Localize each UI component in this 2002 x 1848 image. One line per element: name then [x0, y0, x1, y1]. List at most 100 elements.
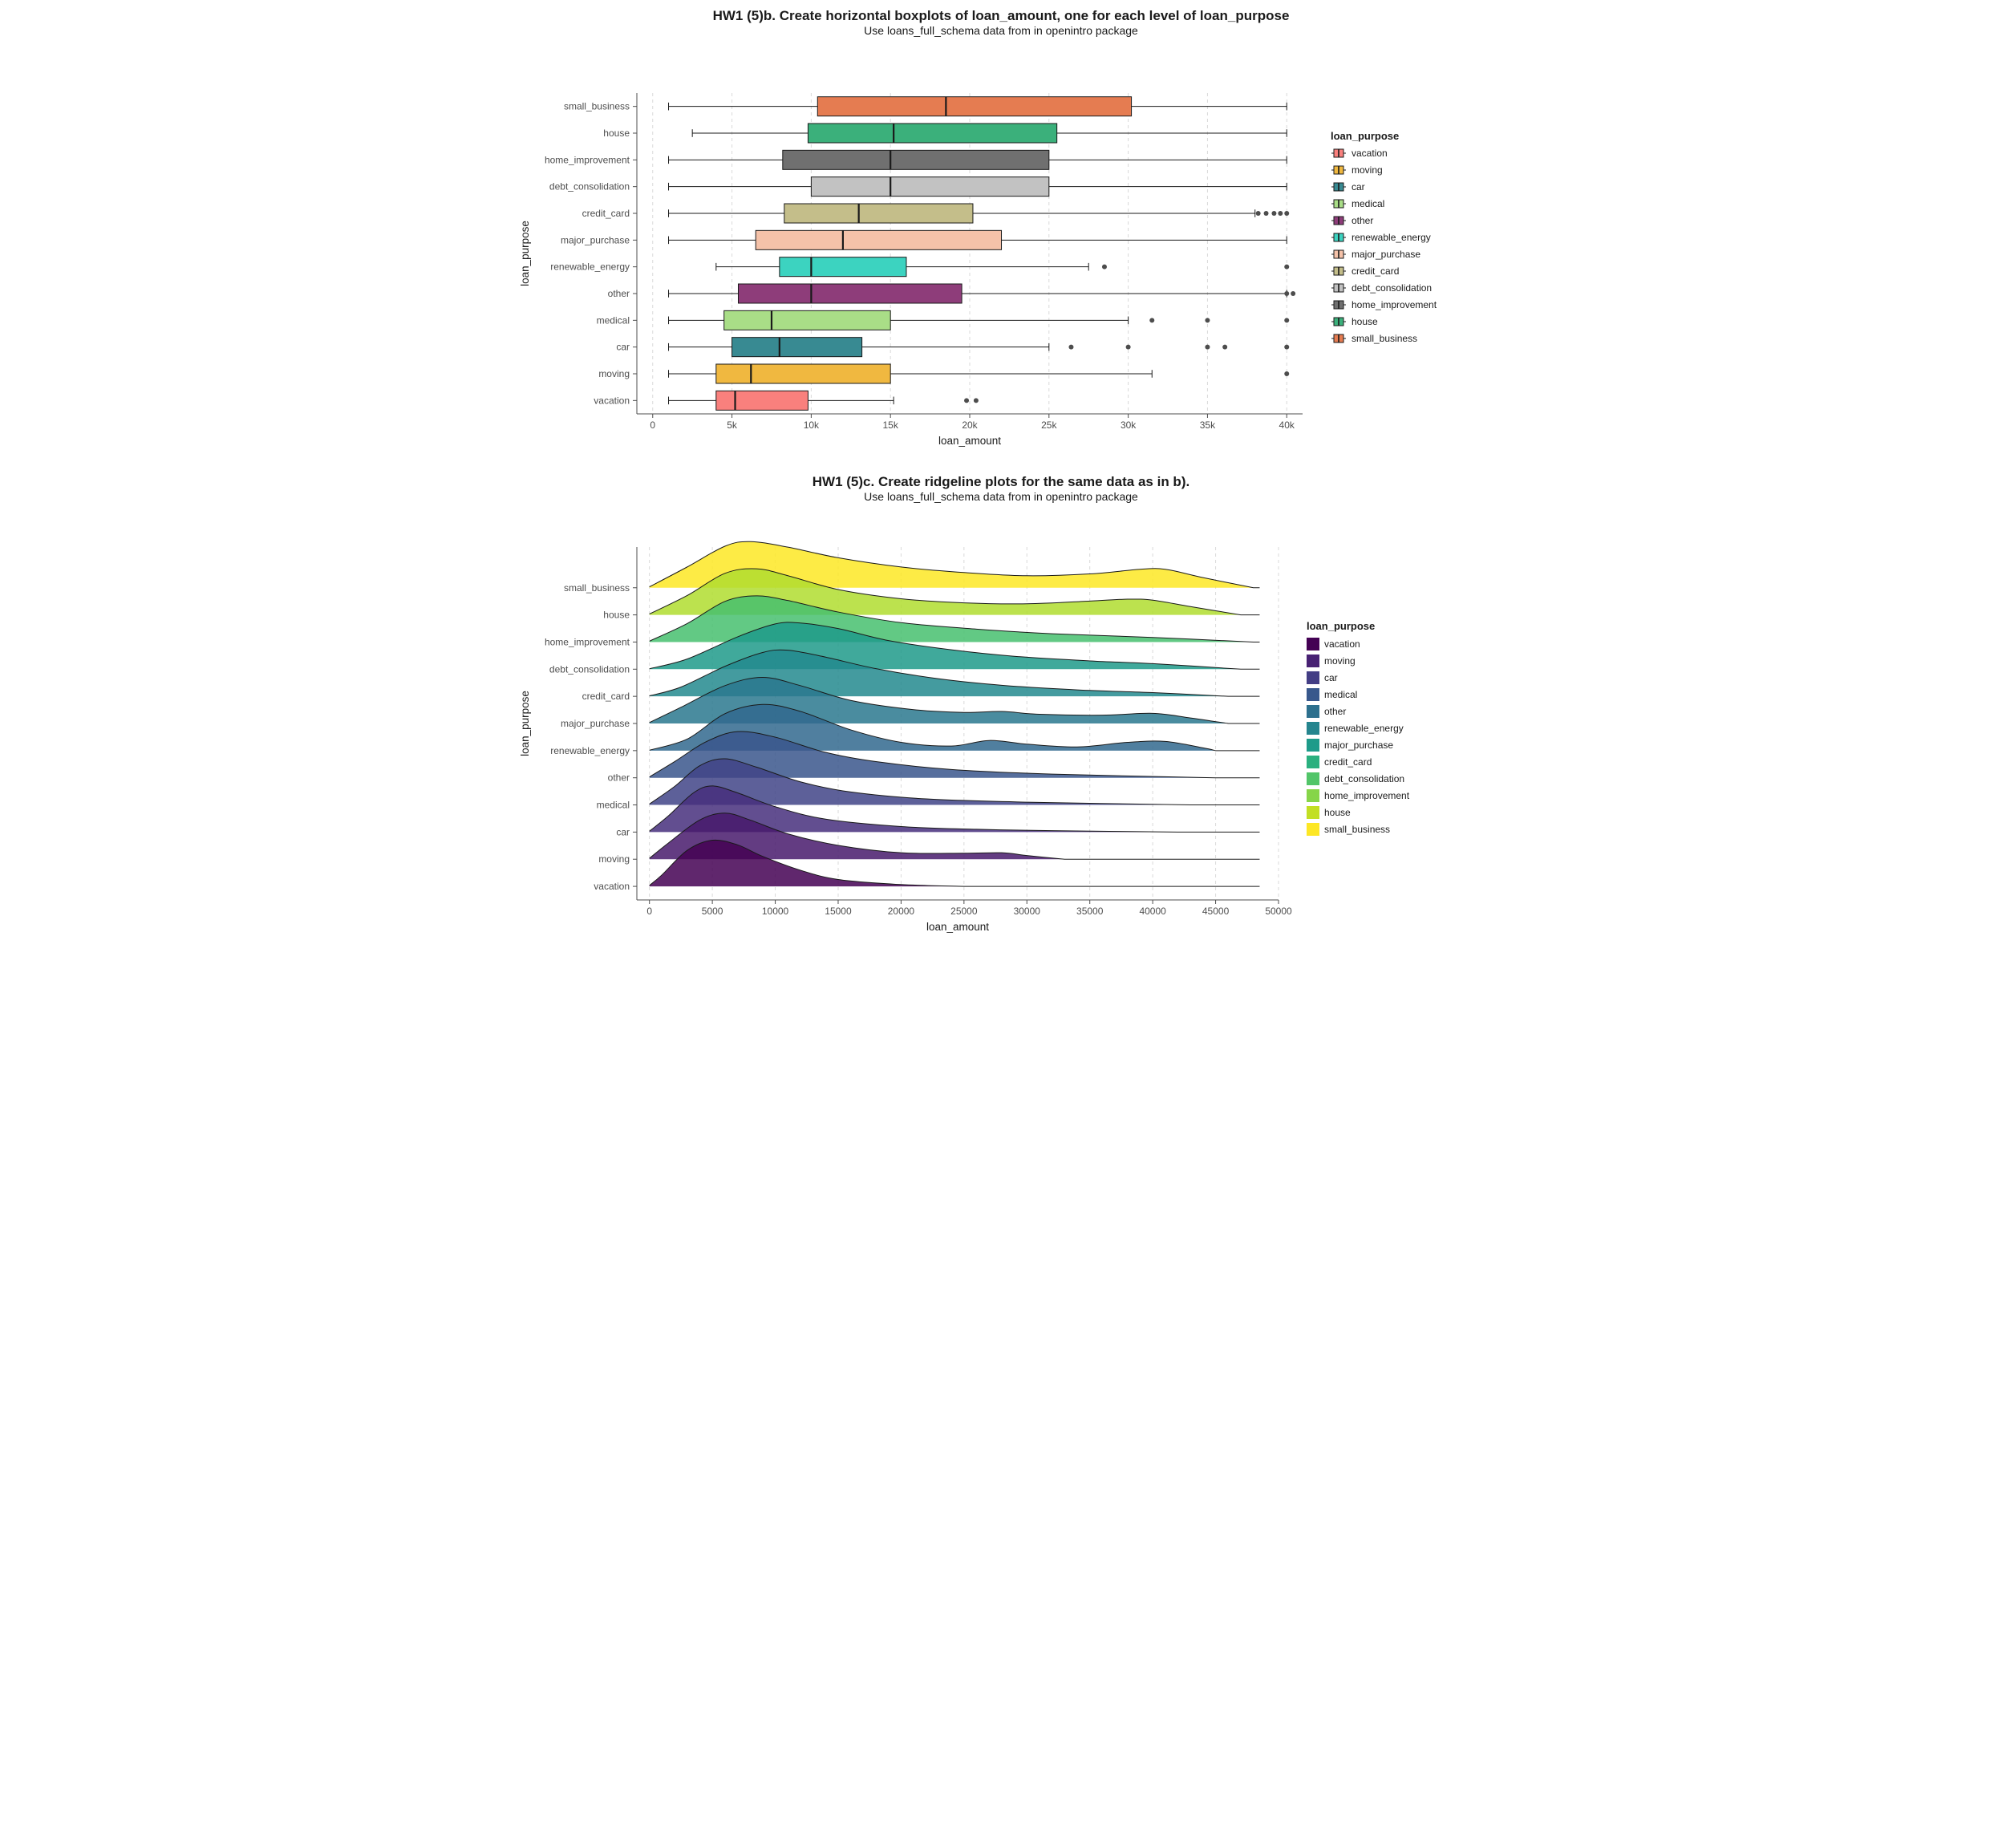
outlier: [1102, 265, 1107, 270]
boxplot-svg: 05k10k15k20k25k30k35k40kvacationmovingca…: [500, 37, 1502, 470]
outlier: [1284, 371, 1289, 376]
boxplot-xtick: 0: [650, 419, 655, 431]
ridge-ytick: credit_card: [582, 691, 630, 702]
ridge-panel: HW1 (5)c. Create ridgeline plots for the…: [500, 474, 1502, 956]
outlier: [1222, 345, 1227, 350]
box-vacation: [716, 391, 808, 410]
boxplot-ytick: major_purchase: [561, 234, 630, 245]
box-major_purchase: [756, 230, 1001, 249]
legend-label: car: [1352, 181, 1365, 192]
ridge-ytick: car: [616, 826, 630, 837]
legend-key: [1307, 756, 1319, 768]
outlier: [1284, 318, 1289, 322]
box-car: [732, 338, 862, 357]
ridge-xtick: 10000: [762, 906, 789, 917]
outlier: [1284, 291, 1289, 296]
ridge-xlabel: loan_amount: [926, 921, 989, 933]
legend-label: other: [1352, 215, 1373, 226]
legend-label: house: [1324, 807, 1351, 818]
box-debt_consolidation: [811, 177, 1048, 197]
ridge-xtick: 50000: [1265, 906, 1292, 917]
legend-label: small_business: [1352, 333, 1417, 344]
legend-key: [1307, 671, 1319, 684]
legend-key: [1307, 739, 1319, 752]
legend-label: major_purchase: [1352, 249, 1420, 260]
ridge-ytick: small_business: [564, 582, 630, 594]
boxplot-subtitle: Use loans_full_schema data from in openi…: [500, 24, 1502, 37]
ridge-xtick: 45000: [1202, 906, 1230, 917]
legend-label: debt_consolidation: [1352, 282, 1432, 294]
boxplot-xlabel: loan_amount: [938, 435, 1001, 447]
outlier: [1284, 265, 1289, 270]
legend-key: [1307, 638, 1319, 650]
legend-label: renewable_energy: [1352, 232, 1431, 243]
outlier: [974, 398, 979, 403]
boxplot-panel: HW1 (5)b. Create horizontal boxplots of …: [500, 8, 1502, 474]
boxplot-ytick: other: [608, 288, 630, 299]
boxplot-ytick: vacation: [594, 395, 630, 406]
legend-label: home_improvement: [1324, 790, 1410, 801]
legend-key: [1307, 722, 1319, 735]
outlier: [1278, 211, 1283, 216]
ridge-title: HW1 (5)c. Create ridgeline plots for the…: [500, 474, 1502, 490]
outlier: [1256, 211, 1261, 216]
legend-label: house: [1352, 316, 1378, 327]
boxplot-ytick: small_business: [564, 101, 630, 112]
ridge-fill-vacation: [650, 840, 1260, 886]
boxplot-xtick: 25k: [1041, 419, 1057, 431]
outlier: [1068, 345, 1073, 350]
ridge-xtick: 5000: [702, 906, 723, 917]
ridge-xtick: 30000: [1014, 906, 1041, 917]
legend-label: small_business: [1324, 824, 1390, 835]
legend-label: renewable_energy: [1324, 723, 1404, 734]
box-credit_card: [784, 204, 973, 223]
outlier: [1205, 345, 1210, 350]
legend-key: [1307, 772, 1319, 785]
ridge-xtick: 20000: [888, 906, 915, 917]
legend-label: home_improvement: [1352, 299, 1437, 310]
ridge-ytick: debt_consolidation: [549, 663, 630, 675]
outlier: [1291, 291, 1295, 296]
ridge-ylabel: loan_purpose: [519, 691, 531, 756]
boxplot-xtick: 35k: [1200, 419, 1216, 431]
boxplot-ytick: car: [616, 342, 630, 353]
ridge-ytick: vacation: [594, 881, 630, 892]
ridge-ytick: moving: [598, 853, 630, 865]
legend-label: moving: [1352, 164, 1383, 176]
legend-key: [1307, 705, 1319, 718]
legend-label: credit_card: [1352, 265, 1399, 277]
boxplot-ytick: debt_consolidation: [549, 181, 630, 192]
legend-key: [1307, 789, 1319, 802]
boxplot-ytick: medical: [597, 314, 630, 326]
legend-label: credit_card: [1324, 756, 1372, 768]
box-medical: [724, 310, 890, 330]
boxplot-xtick: 20k: [962, 419, 978, 431]
legend-label: debt_consolidation: [1324, 773, 1404, 784]
box-house: [808, 124, 1056, 143]
boxplot-title: HW1 (5)b. Create horizontal boxplots of …: [500, 8, 1502, 24]
boxplot-legend-title: loan_purpose: [1331, 130, 1399, 142]
ridge-xtick: 35000: [1076, 906, 1104, 917]
boxplot-ylabel: loan_purpose: [519, 221, 531, 286]
outlier: [1284, 345, 1289, 350]
box-renewable_energy: [780, 257, 906, 277]
outlier: [1126, 345, 1131, 350]
ridge-svg: 0500010000150002000025000300003500040000…: [500, 503, 1502, 952]
boxplot-ytick: renewable_energy: [550, 261, 630, 273]
legend-key: [1307, 654, 1319, 667]
ridge-xtick: 25000: [950, 906, 978, 917]
ridge-ytick: other: [608, 772, 630, 784]
ridge-xtick: 0: [646, 906, 652, 917]
boxplot-xtick: 40k: [1279, 419, 1295, 431]
outlier: [1284, 211, 1289, 216]
ridge-subtitle: Use loans_full_schema data from in openi…: [500, 490, 1502, 503]
boxplot-xtick: 10k: [804, 419, 820, 431]
outlier: [1271, 211, 1276, 216]
box-other: [738, 284, 962, 303]
boxplot-xtick: 15k: [883, 419, 899, 431]
outlier: [1149, 318, 1154, 322]
outlier: [1205, 318, 1210, 322]
legend-label: vacation: [1324, 638, 1360, 650]
legend-label: major_purchase: [1324, 740, 1393, 751]
boxplot-xtick: 30k: [1121, 419, 1137, 431]
